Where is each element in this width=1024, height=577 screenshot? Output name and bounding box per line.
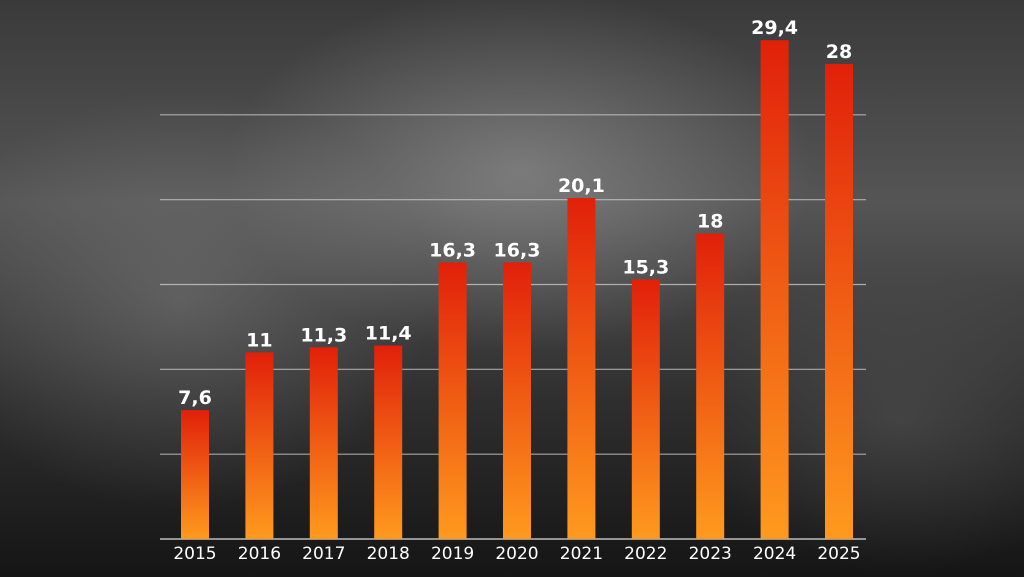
x-tick-2024: 2024	[753, 544, 796, 564]
x-tick-2023: 2023	[689, 544, 732, 564]
bar-2015	[181, 410, 209, 539]
x-tick-2015: 2015	[173, 544, 216, 564]
bars	[181, 40, 853, 540]
x-tick-2021: 2021	[560, 544, 603, 564]
bar-2022	[631, 279, 660, 539]
value-label-2019: 16,3	[429, 239, 476, 261]
value-label-2017: 11,3	[300, 324, 347, 346]
bar-2024	[760, 40, 789, 540]
bar-2019	[438, 262, 467, 539]
value-label-2024: 29,4	[751, 17, 798, 39]
x-tick-2025: 2025	[817, 544, 860, 564]
value-labels: 7,6 11 11,3 11,4 16,3 16,3 20,1 15,3 18 29,4 28	[178, 17, 852, 409]
bar-2018	[374, 345, 403, 539]
value-label-2023: 18	[697, 211, 723, 233]
x-tick-2016: 2016	[238, 544, 281, 564]
x-tick-2017: 2017	[302, 544, 345, 564]
value-label-2016: 11	[246, 329, 272, 351]
x-tick-labels: 2015 2016 2017 2018 2019 2020 2021 2022 2023 2024…	[173, 544, 860, 564]
value-label-2025: 28	[826, 41, 852, 63]
value-label-2022: 15,3	[622, 256, 669, 278]
x-tick-2022: 2022	[624, 544, 667, 564]
bar-2017	[309, 347, 338, 539]
bar-2016	[245, 352, 274, 539]
bar-2023	[696, 233, 725, 539]
value-label-2015: 7,6	[178, 387, 212, 409]
bar-2020	[503, 262, 531, 539]
bar-2021	[567, 197, 596, 539]
x-tick-2018: 2018	[367, 544, 410, 564]
value-label-2018: 11,4	[365, 323, 412, 345]
x-tick-2019: 2019	[431, 544, 474, 564]
bar-2025	[825, 63, 853, 539]
value-label-2021: 20,1	[558, 175, 605, 197]
value-label-2020: 16,3	[494, 239, 541, 261]
x-tick-2020: 2020	[495, 544, 538, 564]
